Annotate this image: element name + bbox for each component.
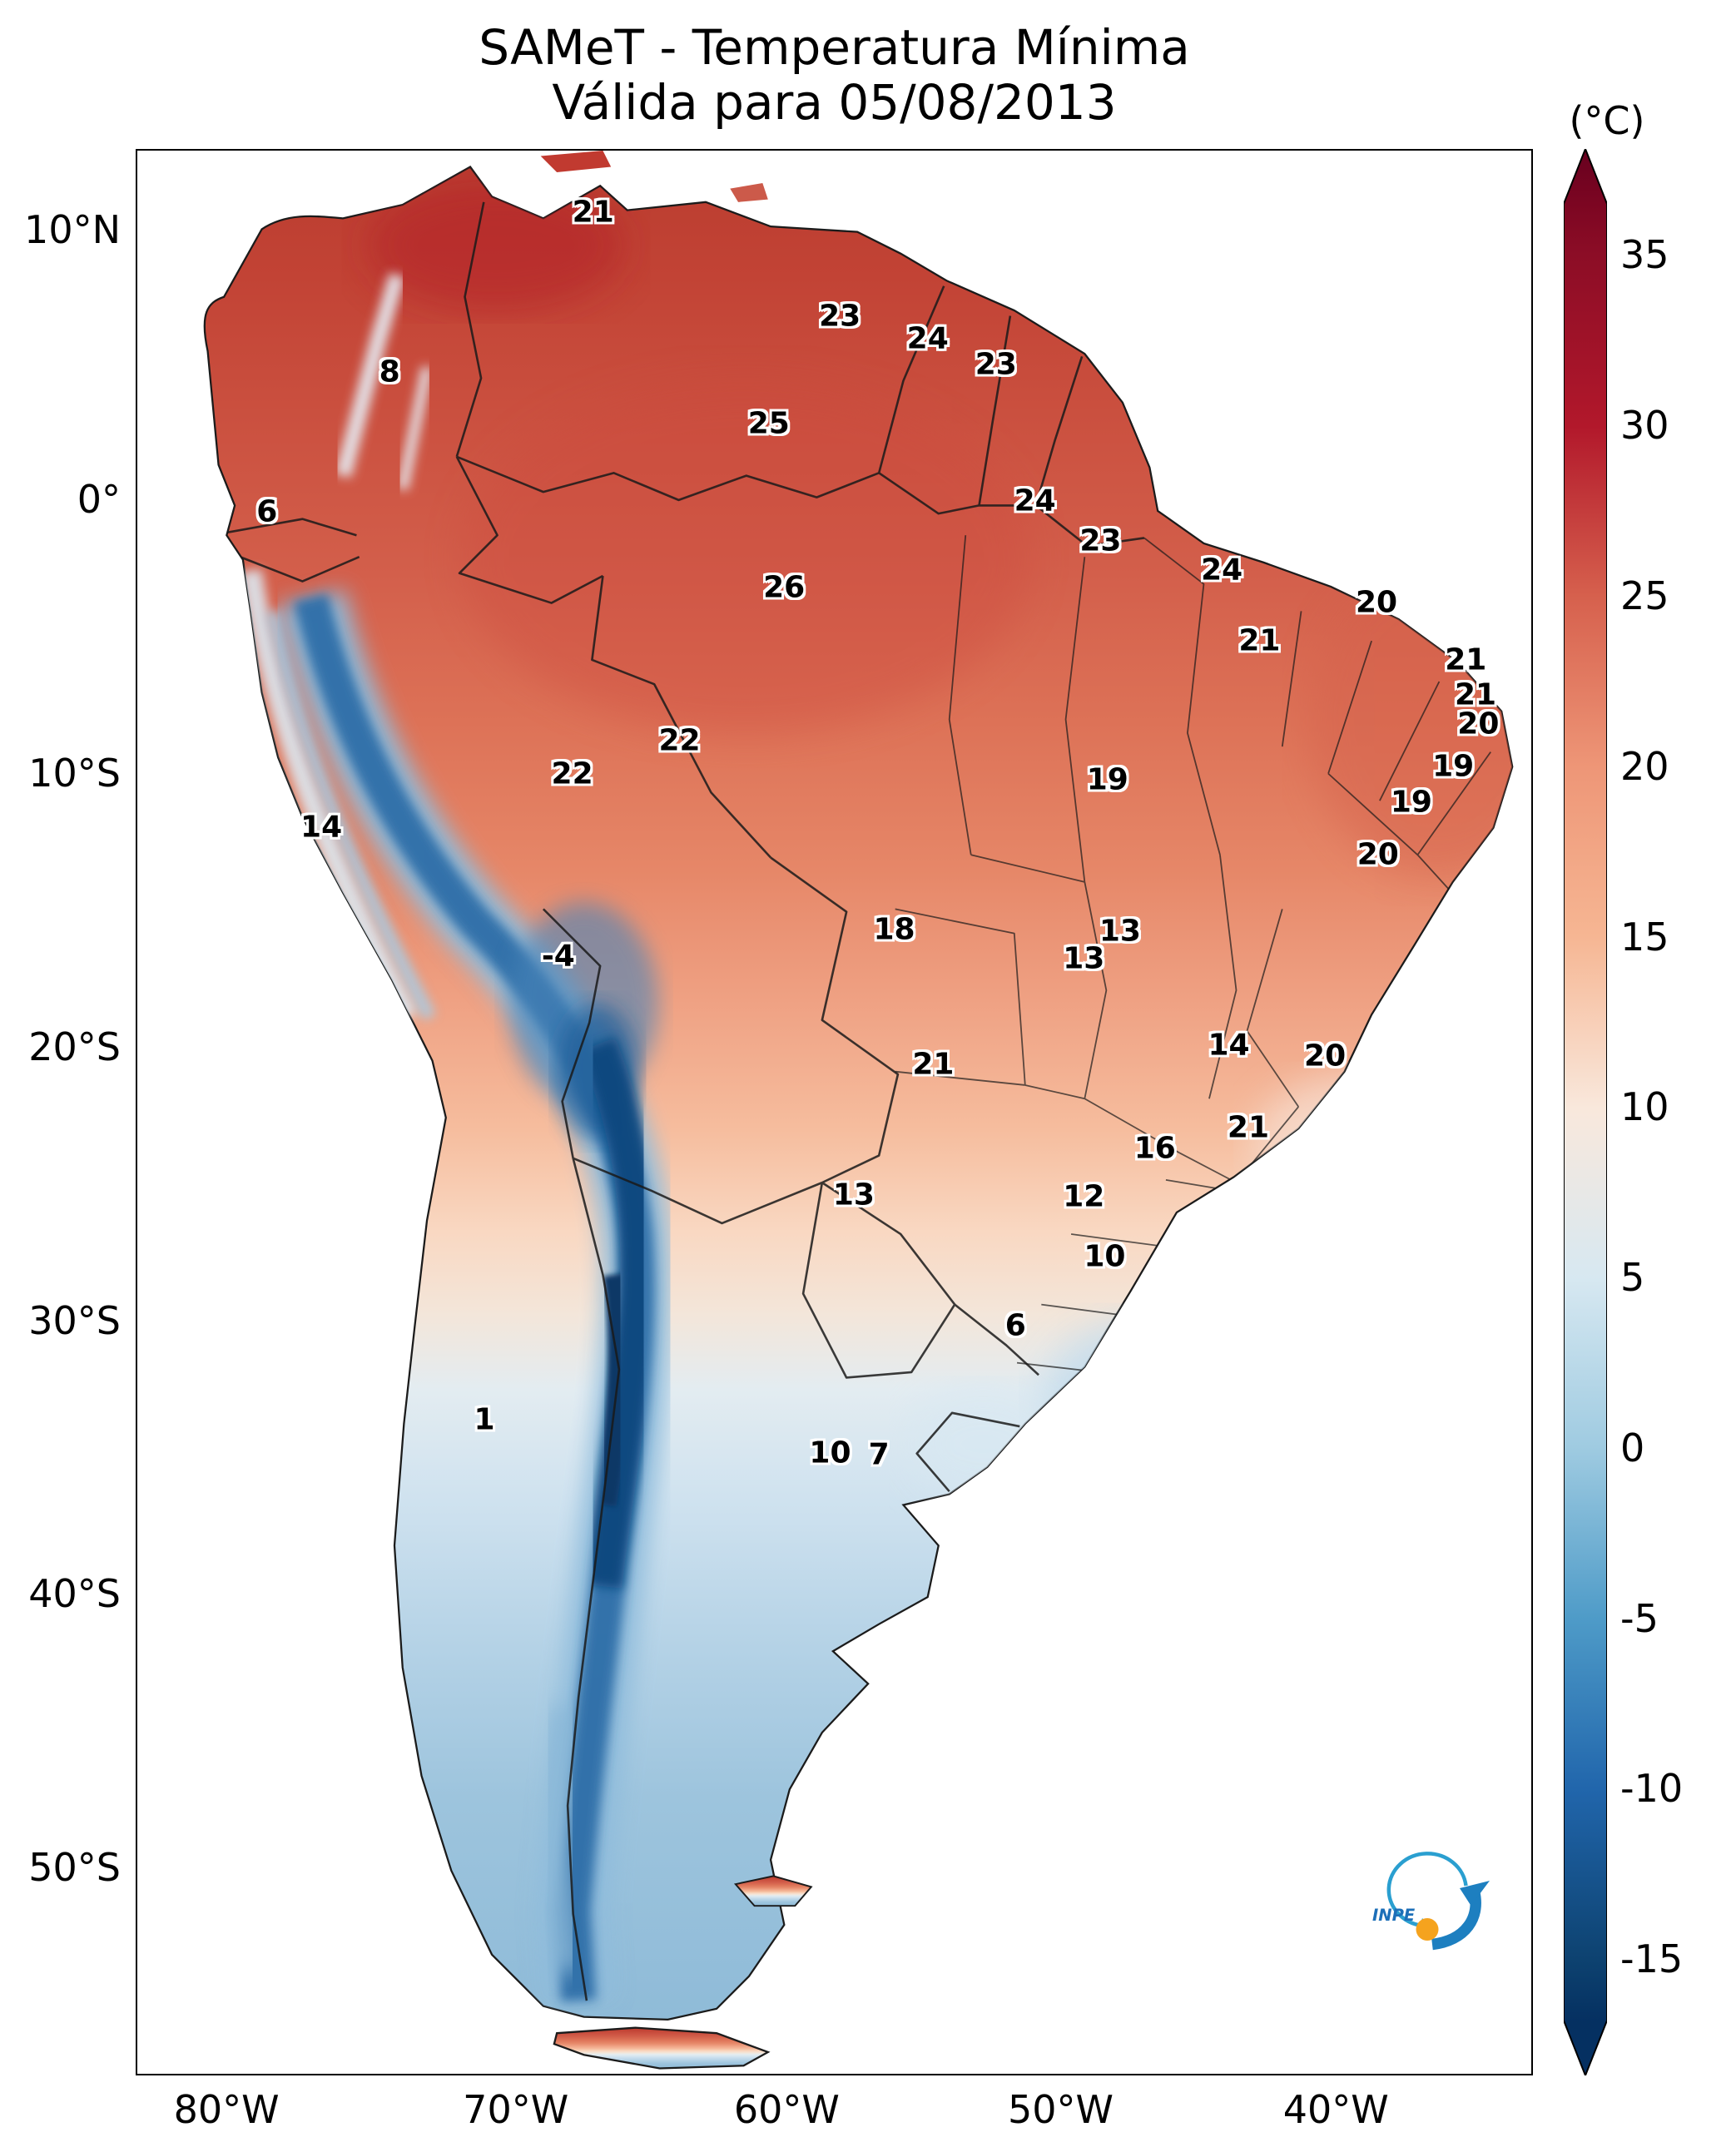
temperature-value-label: -4 bbox=[541, 939, 575, 974]
temperature-value-label: 13 bbox=[1063, 941, 1105, 976]
temperature-value-label: 18 bbox=[873, 912, 915, 947]
temperature-value-label: 22 bbox=[551, 756, 593, 791]
temperature-value-label: 21 bbox=[1445, 642, 1487, 677]
temperature-value-label: 1 bbox=[474, 1402, 495, 1437]
logo-text: INPE bbox=[1372, 1906, 1416, 1925]
colorbar-tick-label: 5 bbox=[1620, 1255, 1645, 1301]
colorbar-tick-label: 0 bbox=[1620, 1425, 1645, 1470]
colorbar-tick-label: 15 bbox=[1620, 914, 1669, 959]
temperature-value-label: 20 bbox=[1356, 585, 1398, 620]
colorbar-tick-label: 25 bbox=[1620, 573, 1669, 618]
temperature-value-label: 12 bbox=[1063, 1179, 1105, 1214]
temperature-value-label: 25 bbox=[747, 406, 790, 441]
temperature-value-label: 8 bbox=[379, 355, 400, 389]
temperature-value-label: 14 bbox=[1208, 1028, 1250, 1063]
country-borders bbox=[226, 201, 1145, 2001]
temperature-value-label: 6 bbox=[1004, 1308, 1026, 1343]
temperature-value-label: 26 bbox=[763, 570, 806, 605]
lon-tick-label: 50°W bbox=[1007, 2087, 1114, 2132]
temperature-value-label: 10 bbox=[1084, 1239, 1126, 1274]
logo-orbit-ring bbox=[1386, 1852, 1468, 1928]
temperature-value-label: 6 bbox=[256, 494, 278, 529]
temperature-value-label: 21 bbox=[1227, 1110, 1270, 1145]
temperature-value-label: 21 bbox=[1454, 677, 1497, 712]
temperature-value-label: 16 bbox=[1133, 1131, 1176, 1166]
temperature-value-label: 21 bbox=[912, 1047, 955, 1082]
temperature-value-label: 20 bbox=[1304, 1039, 1347, 1074]
temperature-value-label: 7 bbox=[868, 1437, 890, 1472]
temperature-value-label: 20 bbox=[1357, 837, 1399, 872]
logo-swoosh-arrowhead bbox=[1460, 1881, 1490, 1907]
title-line-1: SAMeT - Temperatura Mínima bbox=[479, 19, 1190, 76]
temperature-value-label: 21 bbox=[1238, 623, 1281, 658]
lon-tick-label: 80°W bbox=[173, 2087, 280, 2132]
inpe-logo: INPE bbox=[1350, 1833, 1500, 1966]
lat-tick-label: 10°N bbox=[24, 207, 121, 253]
temperature-value-label: 23 bbox=[819, 299, 861, 334]
colorbar bbox=[1563, 146, 1608, 2078]
caribbean-island bbox=[540, 151, 612, 173]
temperature-value-label: 19 bbox=[1086, 762, 1128, 797]
temperature-value-label: 23 bbox=[975, 347, 1017, 382]
colorbar-unit-label: (°C) bbox=[1569, 98, 1645, 143]
lat-tick-label: 10°S bbox=[28, 751, 121, 796]
temperature-value-label: 22 bbox=[658, 723, 701, 758]
temperature-value-label: 21 bbox=[572, 195, 614, 230]
colorbar-tick-label: -5 bbox=[1620, 1595, 1659, 1641]
colorbar-tick-label: 35 bbox=[1620, 232, 1669, 278]
colorbar-bar bbox=[1563, 146, 1608, 2078]
lat-tick-label: 40°S bbox=[28, 1571, 121, 1617]
lon-tick-label: 60°W bbox=[733, 2087, 840, 2132]
temperature-value-label: 13 bbox=[832, 1178, 875, 1212]
colorbar-tick-label: 30 bbox=[1620, 403, 1669, 449]
temperature-value-label: 23 bbox=[1079, 523, 1122, 558]
colorbar-tick-label: -15 bbox=[1620, 1936, 1684, 1982]
south-america-temperature-map bbox=[203, 151, 1514, 2070]
state-borders bbox=[895, 535, 1491, 1375]
temperature-value-label: 20 bbox=[1457, 707, 1500, 741]
temperature-value-label: 19 bbox=[1432, 749, 1475, 784]
lat-tick-label: 0° bbox=[77, 477, 121, 523]
lat-tick-label: 30°S bbox=[28, 1297, 121, 1343]
temperature-value-label: 19 bbox=[1390, 785, 1432, 820]
logo-orange-dot bbox=[1416, 1918, 1439, 1941]
figure-title: SAMeT - Temperatura Mínima Válida para 0… bbox=[136, 20, 1533, 130]
colorbar-tick-label: 10 bbox=[1620, 1084, 1669, 1130]
colorbar-tick-label: -10 bbox=[1620, 1766, 1684, 1812]
temperature-value-label: 24 bbox=[1201, 553, 1243, 588]
lat-tick-label: 50°S bbox=[28, 1844, 121, 1890]
map-plot-area: 21 23 24 23 8 25 24 6 23 24 26 20 21 21 21 20 22 19 22 19 19… bbox=[136, 149, 1533, 2075]
title-line-2: Válida para 05/08/2013 bbox=[552, 74, 1117, 131]
lon-tick-label: 70°W bbox=[463, 2087, 569, 2132]
lat-tick-label: 20°S bbox=[28, 1024, 121, 1069]
colorbar-tick-label: 20 bbox=[1620, 743, 1669, 789]
temperature-value-label: 24 bbox=[906, 321, 949, 356]
colorbar-gradient bbox=[1563, 146, 1608, 2078]
temperature-value-label: 24 bbox=[1014, 483, 1056, 518]
inpe-logo-graphic: INPE bbox=[1372, 1852, 1490, 1951]
caribbean-island bbox=[730, 183, 768, 202]
lon-tick-label: 40°W bbox=[1282, 2087, 1389, 2132]
temperature-value-label: 13 bbox=[1099, 914, 1141, 949]
temperature-value-label: 14 bbox=[300, 810, 343, 845]
temperature-value-label: 10 bbox=[809, 1435, 851, 1470]
